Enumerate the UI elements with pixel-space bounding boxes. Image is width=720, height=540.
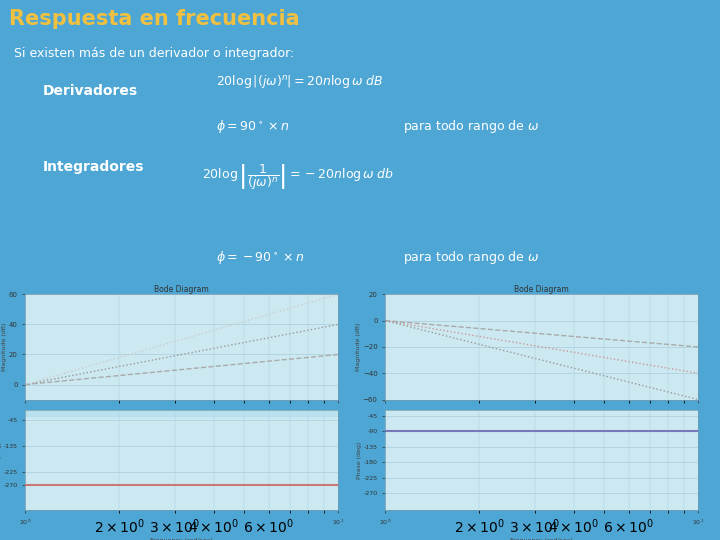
X-axis label: Frequency (rad/sec): Frequency (rad/sec)	[510, 538, 573, 540]
Title: Bode Diagram: Bode Diagram	[154, 285, 210, 294]
Text: $20\log\left|(j\omega)^n\right| = 20n\log\omega\;dB$: $20\log\left|(j\omega)^n\right| = 20n\lo…	[216, 72, 383, 90]
Text: Integradores: Integradores	[43, 160, 145, 174]
Y-axis label: Magnitude (dB): Magnitude (dB)	[356, 323, 361, 371]
Bar	[25, 410, 338, 416]
Text: $20\log\left|\dfrac{1}{(j\omega)^n}\right| = -20n\log\omega\;db$: $20\log\left|\dfrac{1}{(j\omega)^n}\righ…	[202, 163, 393, 192]
Text: $\phi = -90^\circ \times n$: $\phi = -90^\circ \times n$	[216, 249, 305, 266]
Text: Derivadores: Derivadores	[43, 84, 138, 98]
Y-axis label: Phase (deg): Phase (deg)	[357, 442, 362, 479]
Y-axis label: Phase (deg): Phase (deg)	[0, 442, 2, 479]
Y-axis label: Magnitude (dB): Magnitude (dB)	[2, 323, 7, 371]
X-axis label: Frequency (rad/sec): Frequency (rad/sec)	[150, 538, 213, 540]
Text: para todo rango de $\omega$: para todo rango de $\omega$	[403, 118, 539, 134]
Text: Si existen más de un derivador o integrador:: Si existen más de un derivador o integra…	[14, 48, 294, 60]
Text: para todo rango de $\omega$: para todo rango de $\omega$	[403, 249, 539, 266]
Text: Respuesta en frecuencia: Respuesta en frecuencia	[9, 9, 300, 30]
Text: $\phi = 90^\circ \times n$: $\phi = 90^\circ \times n$	[216, 118, 289, 134]
Title: Bode Diagram: Bode Diagram	[514, 285, 570, 294]
